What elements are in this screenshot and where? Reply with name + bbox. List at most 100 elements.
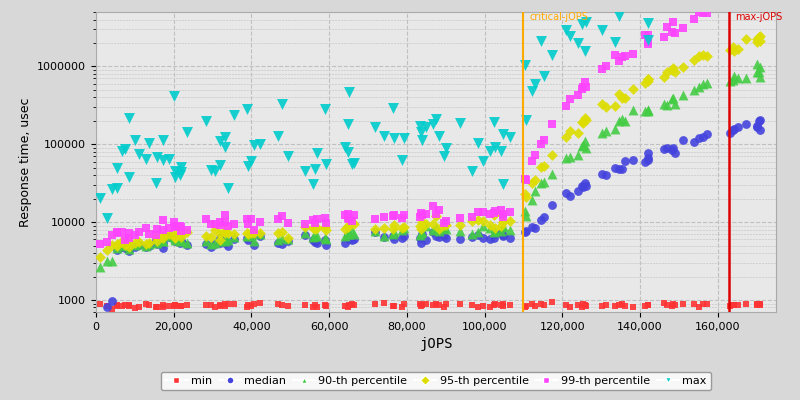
Point: [495, 230, 508, 236]
Point: [169, 224, 182, 230]
Point: [626, 106, 639, 113]
Point: [639, 80, 652, 86]
Point: [726, 77, 739, 83]
Point: [140, 243, 153, 249]
Point: [227, 112, 240, 118]
Point: [430, 213, 442, 219]
Point: [669, 68, 682, 75]
Point: [526, 158, 538, 164]
Point: [669, 30, 682, 36]
Point: [122, 239, 135, 245]
Point: [658, 300, 670, 306]
Point: [426, 302, 439, 308]
Point: [174, 169, 187, 176]
Point: [298, 224, 311, 230]
Point: [667, 65, 680, 71]
Point: [342, 303, 354, 309]
Point: [754, 126, 766, 133]
Point: [579, 48, 592, 54]
Point: [214, 301, 226, 308]
Point: [339, 226, 352, 232]
Point: [306, 217, 319, 223]
Point: [140, 156, 153, 162]
Point: [754, 64, 766, 71]
Point: [415, 219, 428, 226]
Point: [529, 224, 542, 231]
Point: [572, 92, 585, 98]
Point: [430, 233, 442, 239]
Text: critical-jOPS: critical-jOPS: [530, 12, 588, 22]
Point: [504, 227, 517, 234]
Point: [309, 166, 322, 172]
Point: [122, 302, 135, 308]
Point: [580, 117, 593, 124]
Point: [546, 299, 558, 306]
Point: [339, 303, 352, 309]
Point: [658, 74, 670, 80]
Point: [740, 36, 753, 42]
Point: [669, 302, 682, 308]
Point: [106, 306, 118, 312]
Point: [616, 301, 629, 308]
Point: [538, 179, 550, 186]
Point: [118, 302, 131, 308]
Point: [200, 216, 213, 222]
Point: [100, 302, 113, 309]
Point: [132, 239, 145, 245]
Point: [272, 236, 285, 243]
Point: [346, 227, 358, 234]
Point: [526, 87, 538, 94]
Point: [576, 119, 589, 125]
Point: [100, 304, 113, 310]
Point: [526, 224, 538, 231]
Point: [180, 227, 193, 233]
Point: [175, 164, 188, 171]
Point: [495, 302, 508, 308]
Point: [320, 302, 333, 309]
Point: [318, 224, 331, 231]
Point: [245, 303, 258, 309]
Point: [118, 245, 131, 251]
Point: [339, 232, 352, 239]
Point: [168, 223, 181, 229]
Point: [157, 137, 170, 144]
Point: [116, 244, 129, 250]
Point: [106, 298, 118, 304]
Point: [596, 27, 609, 34]
Point: [538, 213, 550, 220]
Point: [497, 232, 510, 238]
Point: [227, 234, 240, 241]
Point: [213, 234, 226, 241]
Point: [378, 224, 390, 231]
Point: [489, 228, 502, 234]
Point: [497, 233, 510, 239]
Point: [396, 225, 409, 232]
Point: [347, 236, 360, 242]
Point: [140, 225, 153, 232]
Point: [282, 234, 295, 241]
Point: [214, 240, 226, 246]
Point: [488, 301, 501, 308]
Point: [538, 73, 550, 79]
Point: [693, 304, 706, 310]
Point: [157, 238, 170, 244]
Point: [174, 239, 187, 246]
Point: [430, 301, 442, 308]
Point: [519, 177, 532, 183]
Point: [222, 243, 234, 250]
Point: [495, 222, 508, 229]
Point: [415, 231, 428, 238]
Point: [94, 241, 106, 248]
Point: [306, 237, 319, 243]
Point: [559, 154, 572, 161]
Point: [526, 301, 538, 308]
Point: [609, 52, 622, 58]
Point: [753, 117, 766, 124]
Point: [169, 238, 182, 245]
Point: [642, 19, 654, 26]
Point: [641, 41, 654, 47]
Point: [142, 140, 155, 146]
Point: [254, 300, 266, 307]
Point: [723, 77, 736, 84]
Point: [111, 229, 124, 235]
